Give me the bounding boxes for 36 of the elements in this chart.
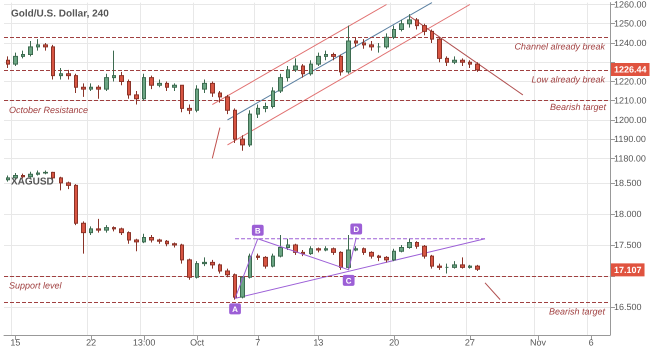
- ref-line-label: October Resistance: [9, 105, 88, 116]
- x-tick-label: 13:00: [132, 338, 156, 347]
- data-label: C: [346, 276, 352, 286]
- x-tick-label: 20: [389, 338, 400, 347]
- y-tick-label: 1210.00: [614, 96, 647, 106]
- ref-line-label: Channel already break: [514, 42, 606, 52]
- y-tick-label: 18.500: [614, 178, 642, 188]
- data-label: D: [353, 225, 360, 234]
- y-tick-label: 18.000: [614, 208, 642, 219]
- x-tick-label: 7: [255, 338, 260, 347]
- annotation: 1226.44: [614, 64, 647, 75]
- text: Gold/U.S. Dollar, 240: [11, 8, 110, 20]
- y-tick-label: 1250.00: [614, 18, 647, 29]
- y-tick-label: 1220.00: [614, 76, 647, 86]
- y-tick-label: 17.500: [614, 240, 642, 250]
- ref-line-label: Support level: [9, 280, 63, 291]
- y-tick-label: 1260.00: [614, 0, 647, 10]
- x-tick-label: 15: [10, 338, 20, 347]
- text: XAGUSD: [11, 176, 54, 188]
- ref-line-label: Bearish target: [548, 306, 606, 317]
- annotation: Bearish target: [550, 102, 606, 112]
- data-label: B: [254, 226, 261, 236]
- x-tick-label: 22: [86, 338, 96, 347]
- y-tick-label: 1180.00: [614, 153, 646, 164]
- x-tick-label: 13: [313, 338, 324, 347]
- ref-line-label: Low already break: [531, 74, 606, 84]
- annotation: 17.107: [614, 264, 642, 275]
- y-tick-label: 1200.00: [614, 114, 647, 125]
- x-tick-label: 6: [588, 338, 594, 347]
- y-tick-label: 1240.00: [614, 38, 647, 48]
- y-tick-label: 1190.00: [614, 134, 646, 144]
- data-label: A: [232, 304, 238, 314]
- x-tick-label: Oct: [190, 338, 205, 347]
- x-tick-label: 27: [464, 338, 475, 347]
- y-tick-label: 16.500: [614, 302, 642, 312]
- x-tick-label: Nov: [530, 338, 547, 347]
